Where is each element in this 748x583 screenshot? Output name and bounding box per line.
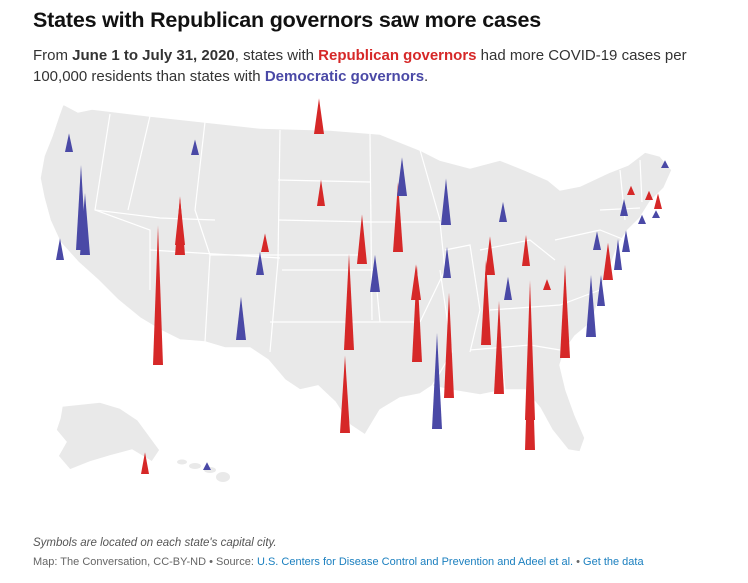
- spike-wy: [261, 233, 269, 252]
- spike-hi: [203, 462, 211, 470]
- footer-separator: •: [573, 556, 584, 568]
- spike-ok: [344, 253, 354, 350]
- spike-ny: [620, 198, 628, 216]
- spike-md: [603, 242, 613, 280]
- hawaii-shape: [177, 459, 230, 482]
- spike-sc: [560, 265, 570, 358]
- spike-al: [494, 301, 504, 394]
- spike-nj: [622, 230, 630, 252]
- spike-wv: [543, 279, 551, 290]
- subtitle: From June 1 to July 31, 2020, states wit…: [33, 45, 723, 87]
- land-base: [39, 102, 673, 482]
- spike-mo: [411, 264, 421, 300]
- state-borders: [94, 113, 643, 391]
- spike-nc: [586, 275, 596, 337]
- spike-va: [597, 275, 605, 306]
- spike-ms: [444, 292, 454, 398]
- spike-me: [661, 160, 669, 168]
- spike-layer: [56, 98, 669, 474]
- spike-vt: [627, 185, 635, 195]
- spike-oh: [522, 235, 530, 266]
- spike-az: [153, 225, 163, 365]
- source-label: Source:: [215, 556, 257, 568]
- spike-wi: [441, 178, 451, 225]
- subtitle-date-range: June 1 to July 31, 2020: [72, 47, 235, 64]
- source-link[interactable]: U.S. Centers for Disease Control and Pre…: [256, 556, 574, 568]
- spike-la: [432, 332, 442, 429]
- spike-ky: [504, 276, 512, 300]
- footer-separator: •: [206, 556, 216, 568]
- spike-ar: [412, 265, 422, 362]
- spike-tn: [481, 259, 491, 345]
- spike-ri: [652, 210, 660, 218]
- alaska-shape: [55, 401, 161, 471]
- us-spike-map: [39, 98, 673, 482]
- spike-ca: [80, 193, 90, 255]
- map-note: Symbols are located on each state's capi…: [33, 537, 277, 549]
- democratic-label: Democratic governors: [264, 68, 425, 85]
- spike-in: [485, 236, 495, 275]
- spike-ct: [638, 214, 646, 224]
- page-title: States with Republican governors saw mor…: [33, 8, 541, 32]
- spike-wa: [65, 133, 73, 152]
- get-data-link[interactable]: Get the data: [583, 556, 644, 568]
- spike-nd: [314, 98, 324, 134]
- spike-de: [614, 239, 622, 270]
- spike-mt: [191, 139, 199, 155]
- spike-mn: [397, 157, 407, 196]
- contiguous-us-shape: [39, 102, 673, 453]
- spike-pa: [593, 231, 601, 250]
- spike-ks: [370, 254, 380, 292]
- spike-co: [256, 251, 264, 275]
- republican-label: Republican governors: [318, 47, 477, 64]
- spike-ma: [654, 193, 662, 209]
- credit-text: Map: The Conversation, CC-BY-ND: [33, 556, 207, 568]
- spike-mi: [499, 201, 507, 222]
- subtitle-text-1: From: [33, 47, 73, 64]
- spike-id: [175, 198, 185, 245]
- spike-nm: [236, 296, 246, 340]
- spike-ia: [393, 182, 403, 252]
- spike-sd: [317, 179, 325, 206]
- spike-or: [56, 238, 64, 260]
- spike-il: [443, 247, 451, 278]
- subtitle-text-4: .: [424, 68, 429, 85]
- spike-tx: [340, 355, 350, 433]
- subtitle-text-3: had more COVID-19 cases per 100,000 resi…: [33, 47, 687, 85]
- subtitle-text-2: , states with: [234, 47, 319, 64]
- spike-ga: [525, 280, 535, 420]
- spike-nh: [645, 190, 653, 200]
- spike-ak: [141, 452, 149, 474]
- spike-ne: [357, 214, 367, 264]
- footer: Map: The Conversation, CC-BY-ND • Source…: [33, 556, 644, 568]
